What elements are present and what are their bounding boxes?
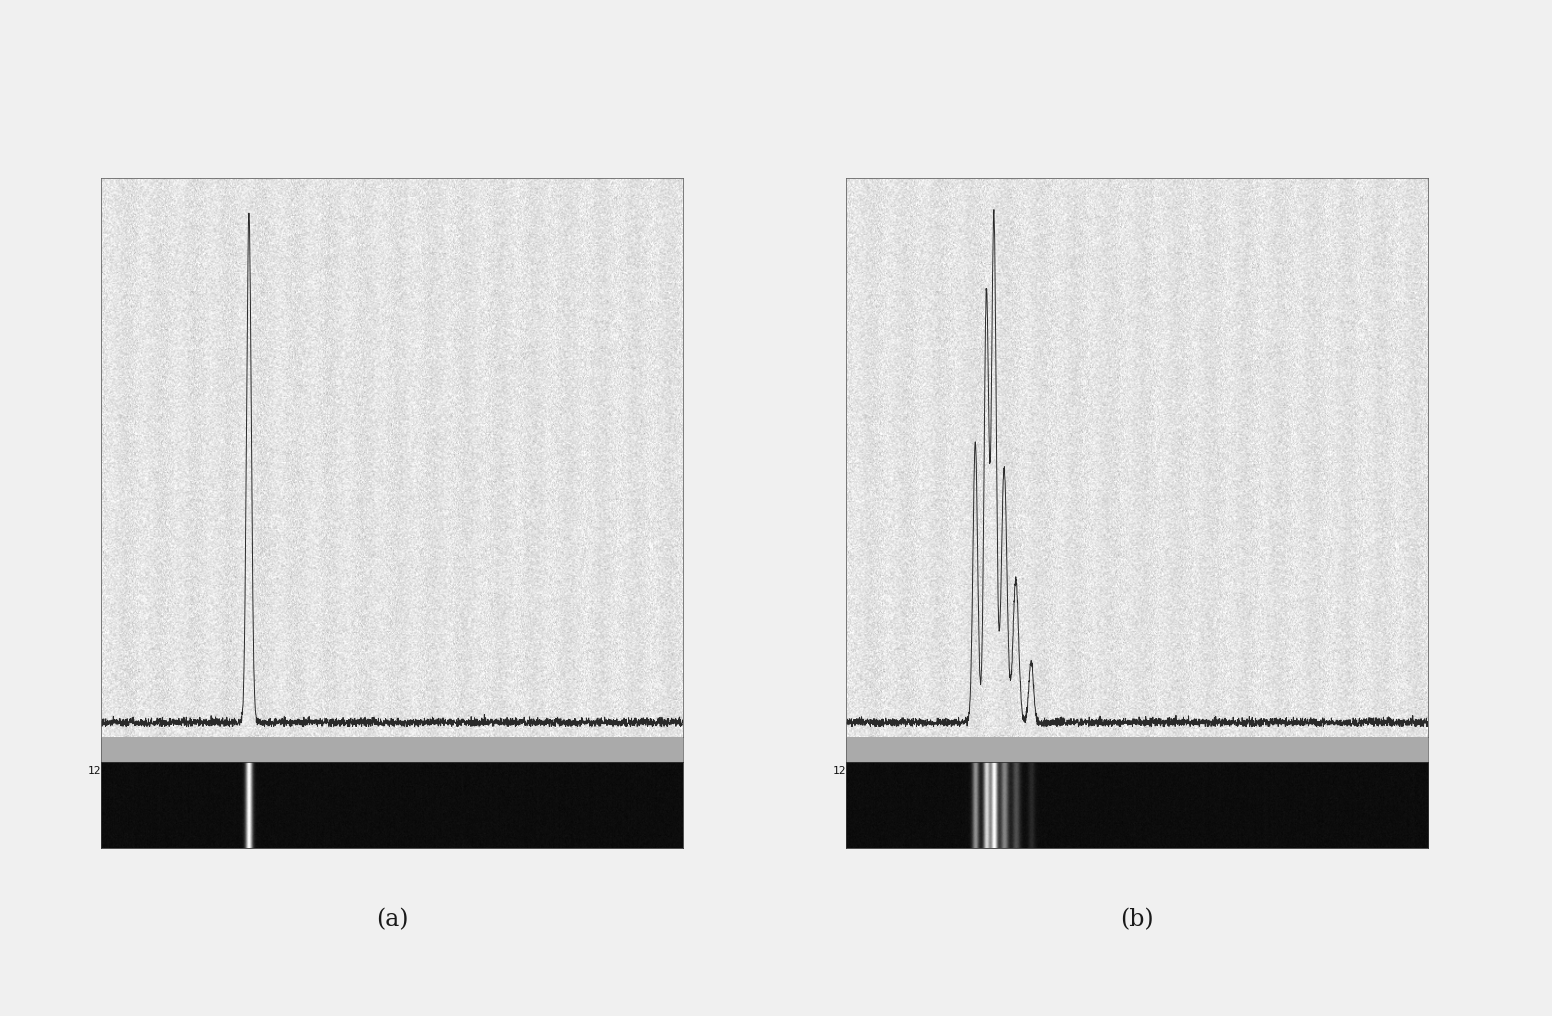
Text: (b): (b) [1121, 908, 1153, 931]
Text: (a): (a) [376, 908, 408, 931]
